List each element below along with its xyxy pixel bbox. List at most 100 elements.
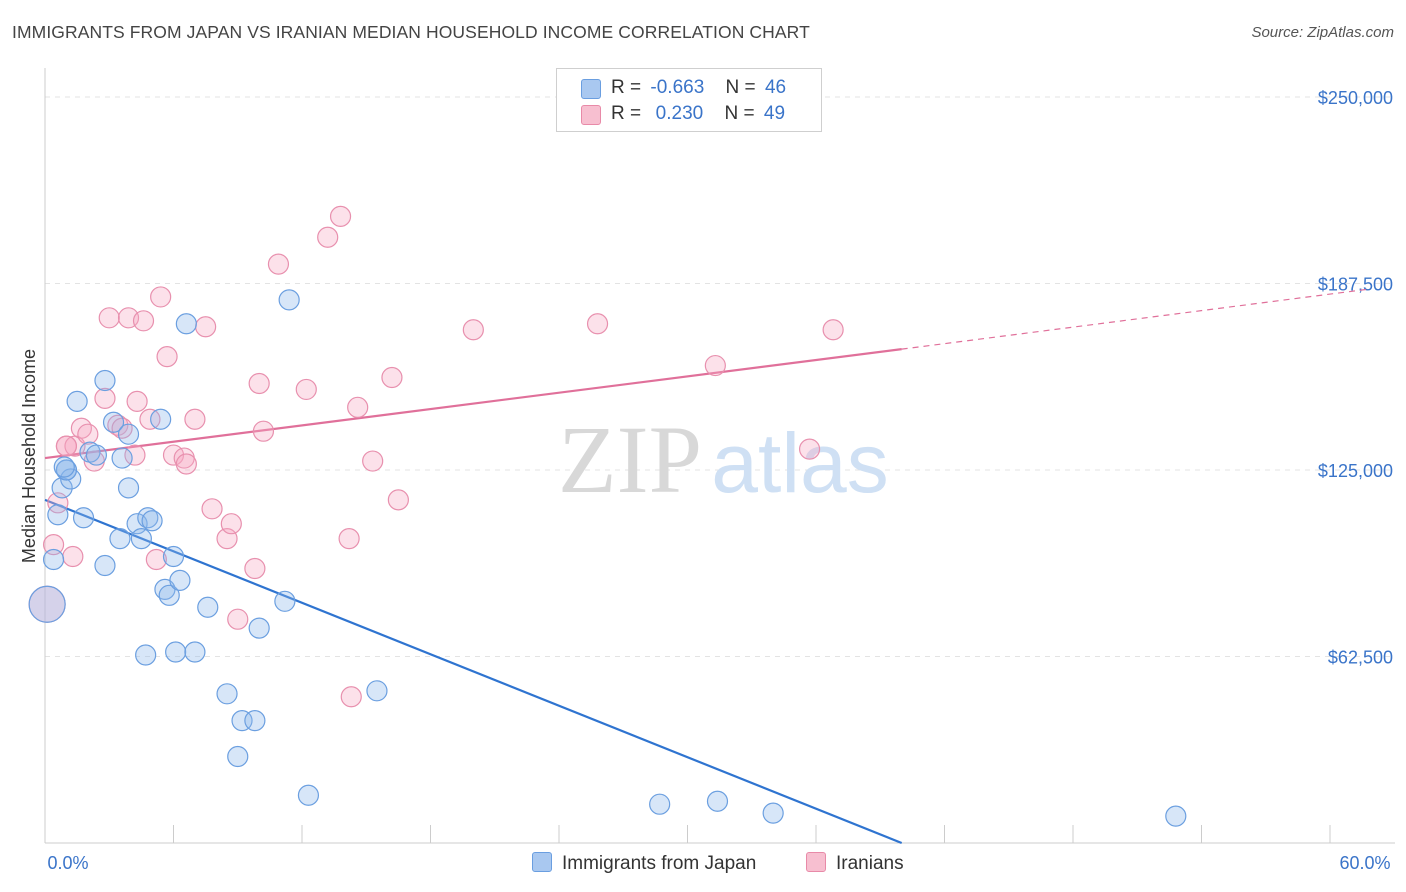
iranian-trend-line-extension (901, 288, 1371, 350)
iranian-point-25 (195, 316, 217, 338)
japan-point-30 (197, 596, 219, 618)
legend-r-value: 0.230 (650, 103, 704, 124)
y-tick-label-1: $125,000 (1318, 461, 1393, 481)
japan-point-33 (227, 745, 249, 768)
japan-point-45 (53, 456, 75, 478)
iranian-point-15 (126, 390, 148, 412)
japan-point-41 (706, 790, 729, 812)
japan-point-28 (175, 313, 197, 335)
legend-swatch-iranians (581, 105, 601, 125)
japan-point-19 (135, 644, 157, 666)
watermark-atlas: atlas (711, 416, 888, 510)
source-label: Source: ZipAtlas.com (1251, 24, 1394, 41)
y-tick-labels: $62,500 $125,000 $187,500 $250,000 (1318, 88, 1393, 668)
japan-point-44 (55, 459, 78, 481)
watermark: ZIP atlas (558, 406, 889, 513)
iranian-point-4 (62, 545, 84, 568)
japan-point-18 (130, 528, 152, 550)
japan-point-7 (72, 507, 95, 529)
japan-point-15 (117, 423, 140, 445)
japan-point-16 (117, 477, 140, 499)
iranian-point-38 (340, 686, 362, 708)
legend-n-label: N = (724, 103, 755, 124)
japan-point-6 (66, 390, 88, 412)
legend-n-value: 46 (764, 77, 787, 98)
japan-point-38 (297, 784, 320, 806)
iranian-point-7 (77, 423, 99, 445)
iranian-point-6 (70, 417, 93, 439)
iranian-point-39 (347, 396, 369, 418)
japan-point-25 (162, 545, 185, 568)
y-tick-label-2: $187,500 (1318, 275, 1393, 295)
legend-r-label: R = (611, 77, 642, 98)
axes (44, 68, 1395, 844)
iranian-trend-line (44, 348, 902, 460)
iranian-point-32 (252, 420, 275, 442)
iranian-point-23 (175, 453, 197, 475)
y-axis-label: Median Household Income (19, 349, 39, 563)
iranian-point-46 (798, 438, 821, 460)
japan-point-14 (111, 447, 133, 469)
japan-point-11 (94, 369, 116, 392)
iranian-point-43 (462, 319, 484, 341)
japan-point-27 (169, 569, 191, 592)
japan-point-39 (366, 680, 388, 702)
iranian-point-24 (184, 408, 206, 430)
japan-point-29 (184, 641, 206, 663)
iranian-point-20 (156, 346, 178, 368)
japan-point-0 (28, 585, 66, 623)
legend-n-value: 49 (763, 103, 786, 124)
iranian-point-14 (124, 444, 146, 466)
bottom-legend-iranians: Iranians (806, 852, 904, 875)
iranian-point-16 (132, 310, 155, 332)
japan-point-37 (278, 289, 300, 311)
iranian-point-18 (145, 548, 167, 571)
japan-point-26 (165, 641, 187, 663)
iranian-point-41 (381, 366, 403, 389)
y-tick-label-0: $62,500 (1328, 648, 1393, 668)
y-tick-label-3: $250,000 (1318, 88, 1393, 108)
iranian-point-17 (139, 408, 161, 430)
japan-point-40 (649, 793, 671, 815)
x-tick-label-0: 0.0% (47, 853, 88, 873)
legend-n-label: N = (725, 77, 756, 98)
japan-point-10 (94, 554, 116, 577)
iranian-point-31 (248, 372, 270, 395)
legend-r-value: -0.663 (650, 77, 705, 98)
japan-point-13 (109, 528, 131, 550)
japan-point-43 (1165, 805, 1187, 827)
chart-title: IMMIGRANTS FROM JAPAN VS IRANIAN MEDIAN … (12, 22, 810, 42)
japan-point-3 (51, 477, 73, 499)
bottom-legend-swatch-iranians (806, 852, 826, 872)
iranian-point-26 (201, 498, 223, 520)
iranian-point-35 (317, 226, 339, 248)
iranian-point-45 (704, 354, 726, 377)
japan-trend-line (44, 498, 903, 845)
japan-point-24 (158, 584, 180, 606)
japan-point-31 (216, 683, 238, 705)
japan-point-12 (102, 411, 125, 433)
x-tick-label-1: 60.0% (1339, 853, 1390, 873)
japan-point-32 (231, 710, 253, 732)
japan-point-34 (244, 710, 266, 732)
iranian-point-47 (822, 319, 844, 341)
iranian-point-19 (150, 286, 172, 308)
iranian-point-34 (295, 378, 317, 401)
iranian-point-9 (94, 387, 116, 409)
legend-r-label: R = (611, 103, 642, 124)
japan-point-2 (47, 504, 69, 526)
japan-point-21 (141, 510, 163, 532)
iranian-point-48 (55, 435, 78, 457)
watermark-zip: ZIP (558, 406, 702, 513)
trend-lines (44, 288, 1371, 845)
iranian-point-10 (98, 307, 120, 329)
iranian-point-37 (338, 528, 360, 550)
iranian-point-33 (267, 253, 290, 275)
iranian-point-29 (227, 608, 249, 630)
iranian-point-30 (244, 557, 266, 580)
iranian-point-36 (329, 205, 352, 227)
japan-point-9 (85, 444, 108, 466)
bottom-legend-swatch-japan (532, 852, 552, 872)
iranian-point-44 (586, 313, 609, 335)
